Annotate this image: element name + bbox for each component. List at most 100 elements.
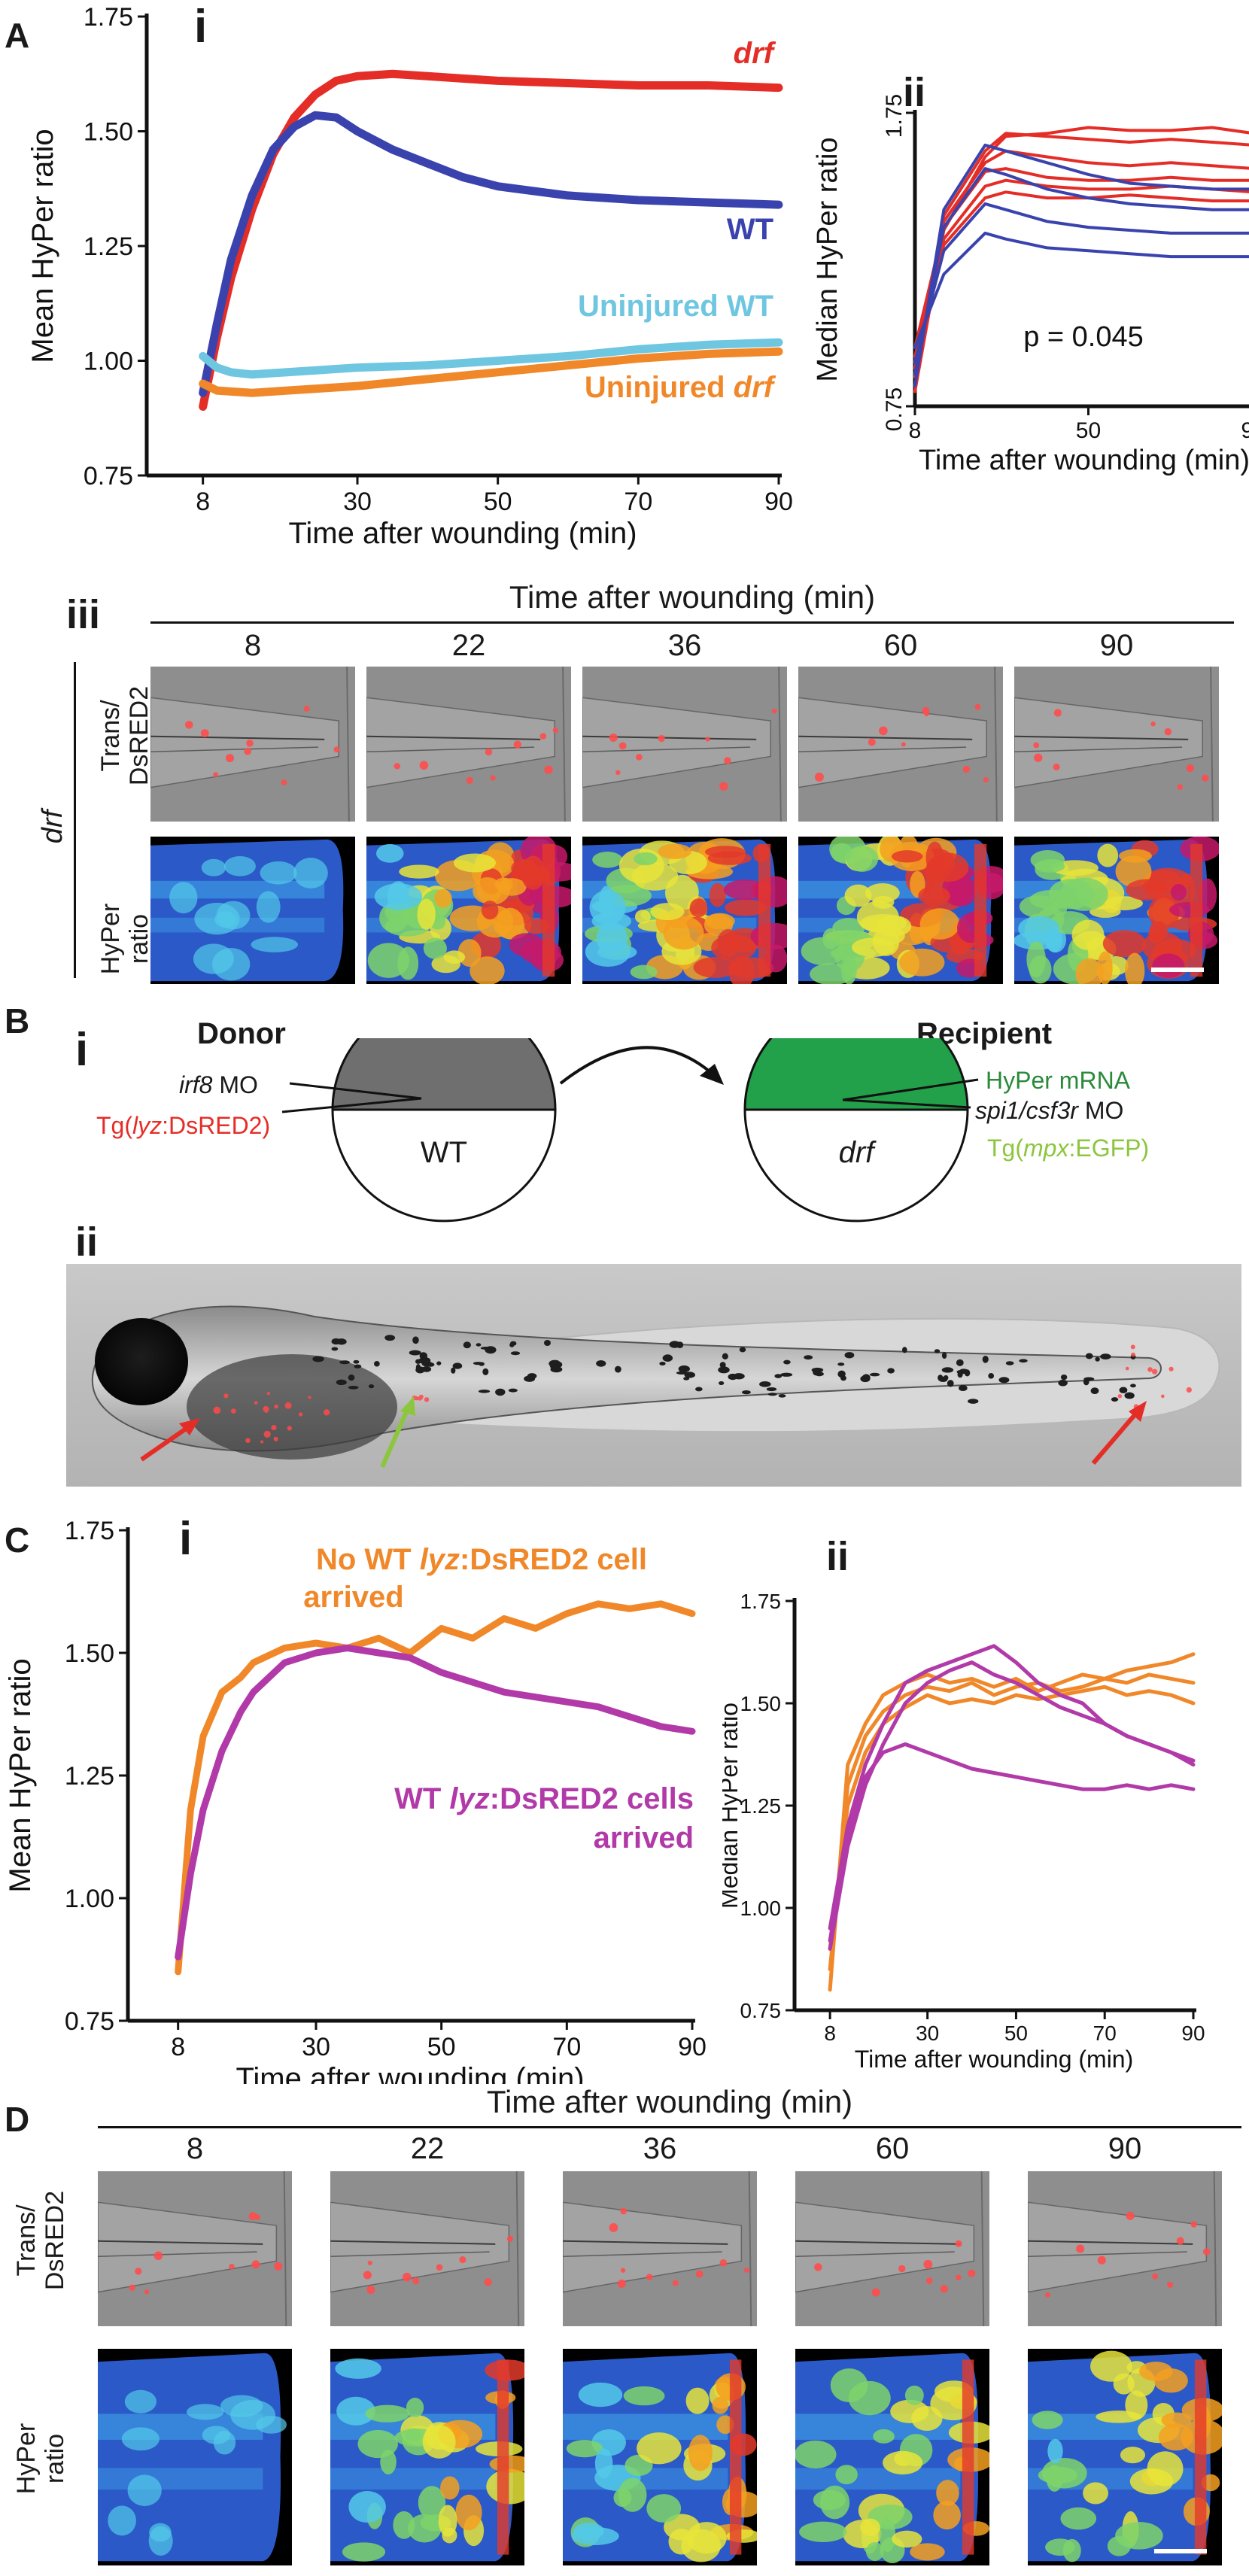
row-label-D-trans-line2: DsRED2: [41, 2190, 69, 2291]
timepoint-label-90: 90: [1099, 629, 1134, 662]
series-line-7: [913, 167, 1249, 376]
series-line-4: [828, 1660, 1196, 1951]
row-label-D-trans-line1: Trans/: [12, 2204, 41, 2277]
hyper-ratio-image-22: [366, 837, 571, 984]
series-line-5: [913, 190, 1249, 358]
trans-image-60: [798, 667, 1003, 822]
x-tick-label: 8: [196, 488, 210, 516]
series-line-3: [199, 347, 783, 397]
y-tick-label: 1.75: [882, 94, 907, 138]
panel-label-A: A: [5, 16, 30, 55]
label-no-wt-cell-line1: No WT lyz:DsRED2 cell: [316, 1543, 647, 1576]
sub-label-B-ii: ii: [75, 1220, 99, 1265]
x-tick-label: 50: [1004, 2022, 1028, 2045]
timepoint-label-8: 8: [186, 2132, 204, 2165]
donor-mo-italic: irf8: [179, 1071, 213, 1098]
series-line-2: [199, 338, 783, 379]
recipient-embryo-label: drf: [838, 1136, 874, 1169]
trans-tail: [563, 2201, 743, 2293]
hyper-ratio-image-90: [1028, 2349, 1222, 2565]
row-label-genotype: drf: [37, 810, 68, 844]
series-line-8: [913, 202, 1249, 364]
trans-image-90: [1028, 2171, 1222, 2326]
x-tick-label: 8: [909, 418, 922, 443]
timepoint-label-60: 60: [883, 629, 918, 662]
x-axis-label: Time after wounding (min): [855, 2046, 1134, 2073]
donor-tg-post: :DsRED2): [162, 1112, 271, 1139]
label-WT: WT: [727, 213, 773, 246]
series-line-5: [828, 1742, 1196, 1943]
x-tick-label: 30: [343, 488, 372, 516]
recipient-mo-label: spi1/csf3r MO: [975, 1097, 1123, 1125]
sub-label-A-ii: ii: [903, 70, 926, 115]
timepoint-label-8: 8: [244, 629, 262, 662]
trans-image-22: [330, 2171, 524, 2326]
y-tick-label: 1.25: [740, 1794, 782, 1818]
recipient-embryo-bottom: [743, 1108, 969, 1223]
x-axis-label: Time after wounding (min): [288, 517, 637, 550]
y-tick-label: 1.25: [84, 232, 133, 261]
label-uninjured-WT: Uninjured WT: [578, 290, 773, 323]
sub-label-A-iii: iii: [66, 592, 101, 637]
transplant-arrow-head: [700, 1064, 724, 1085]
label-drf: drf: [734, 37, 776, 70]
scale-bar: [1151, 968, 1204, 972]
header-A-iii: Time after wounding (min): [509, 579, 876, 615]
trans-image-90: [1014, 667, 1219, 822]
trans-image-22: [366, 667, 571, 822]
donor-mo-label: irf8 MO: [179, 1071, 258, 1099]
hyper-ratio-image-8: [150, 837, 355, 984]
x-tick-label: 90: [1181, 2022, 1205, 2045]
hyper-ratio-image-36: [582, 837, 787, 984]
timepoint-label-36: 36: [667, 629, 702, 662]
recipient-mrna-label: HyPer mRNA: [986, 1067, 1131, 1094]
recipient-tg-post: :EGFP): [1068, 1135, 1150, 1162]
chart-C-ii: 0.75 1.00 1.25 1.50 1.75 8 30 50 70 90 Time after …: [722, 1590, 1205, 2073]
p-value-annotation: p = 0.045: [1023, 321, 1144, 353]
y-tick-label: 1.25: [65, 1762, 114, 1791]
series-line-1: [913, 132, 1249, 378]
y-tick-label: 1.75: [740, 1590, 782, 1613]
transplant-schematic: [281, 1038, 979, 1223]
red-arrow-yolk: [140, 1423, 192, 1462]
recipient-tg-pre: Tg(: [987, 1135, 1023, 1162]
timepoint-label-22: 22: [451, 629, 486, 662]
label-no-wt-cell-line2: arrived: [303, 1581, 403, 1614]
row-label-D-trans: Trans/ DsRED2: [12, 2158, 69, 2323]
x-tick-label: 30: [302, 2033, 330, 2061]
x-tick-label: 8: [824, 2022, 836, 2045]
series-line-0: [828, 1652, 1196, 1992]
timepoint-label-90: 90: [1108, 2132, 1142, 2165]
y-tick-label: 1.50: [84, 117, 133, 146]
series-line-9: [913, 231, 1249, 349]
series-line-0: [199, 69, 783, 411]
header-D: Time after wounding (min): [486, 2084, 853, 2119]
sub-label-C-ii: ii: [826, 1534, 849, 1579]
recipient-mo-rest: MO: [1077, 1097, 1124, 1124]
chart-A-i: 0.75 1.00 1.25 1.50 1.75 8 30 50 70 90 Time after …: [26, 3, 793, 550]
row-label-hyper-line2: ratio: [125, 913, 153, 964]
sub-label-A-i: i: [194, 1, 208, 53]
donor-mo-pointer: [289, 1082, 422, 1100]
y-axis-label: Median HyPer ratio: [812, 137, 843, 381]
recipient-embryo-top: [743, 1038, 969, 1111]
donor-tg-pointer: [281, 1097, 422, 1113]
trans-image-8: [98, 2171, 292, 2326]
donor-embryo-top: [331, 1038, 557, 1111]
series-line-6: [913, 143, 1249, 387]
trans-tail: [330, 2201, 510, 2293]
label-wt-cells-line2: arrived: [594, 1821, 694, 1855]
larva-eye: [95, 1318, 188, 1405]
green-arrow: [380, 1405, 411, 1469]
x-tick-label: 50: [1076, 418, 1101, 443]
row-label-D-hyper-line1: HyPer: [12, 2423, 41, 2495]
sub-label-C-i: i: [179, 1513, 193, 1565]
trans-tail: [582, 697, 771, 788]
trans-image-36: [563, 2171, 757, 2326]
series-line-1: [199, 111, 783, 397]
sub-label-B-i: i: [75, 1024, 89, 1076]
x-tick-label: 50: [427, 2033, 456, 2061]
x-tick-label: 70: [1093, 2022, 1117, 2045]
recipient-mo-italic: spi1/csf3r: [975, 1097, 1078, 1124]
